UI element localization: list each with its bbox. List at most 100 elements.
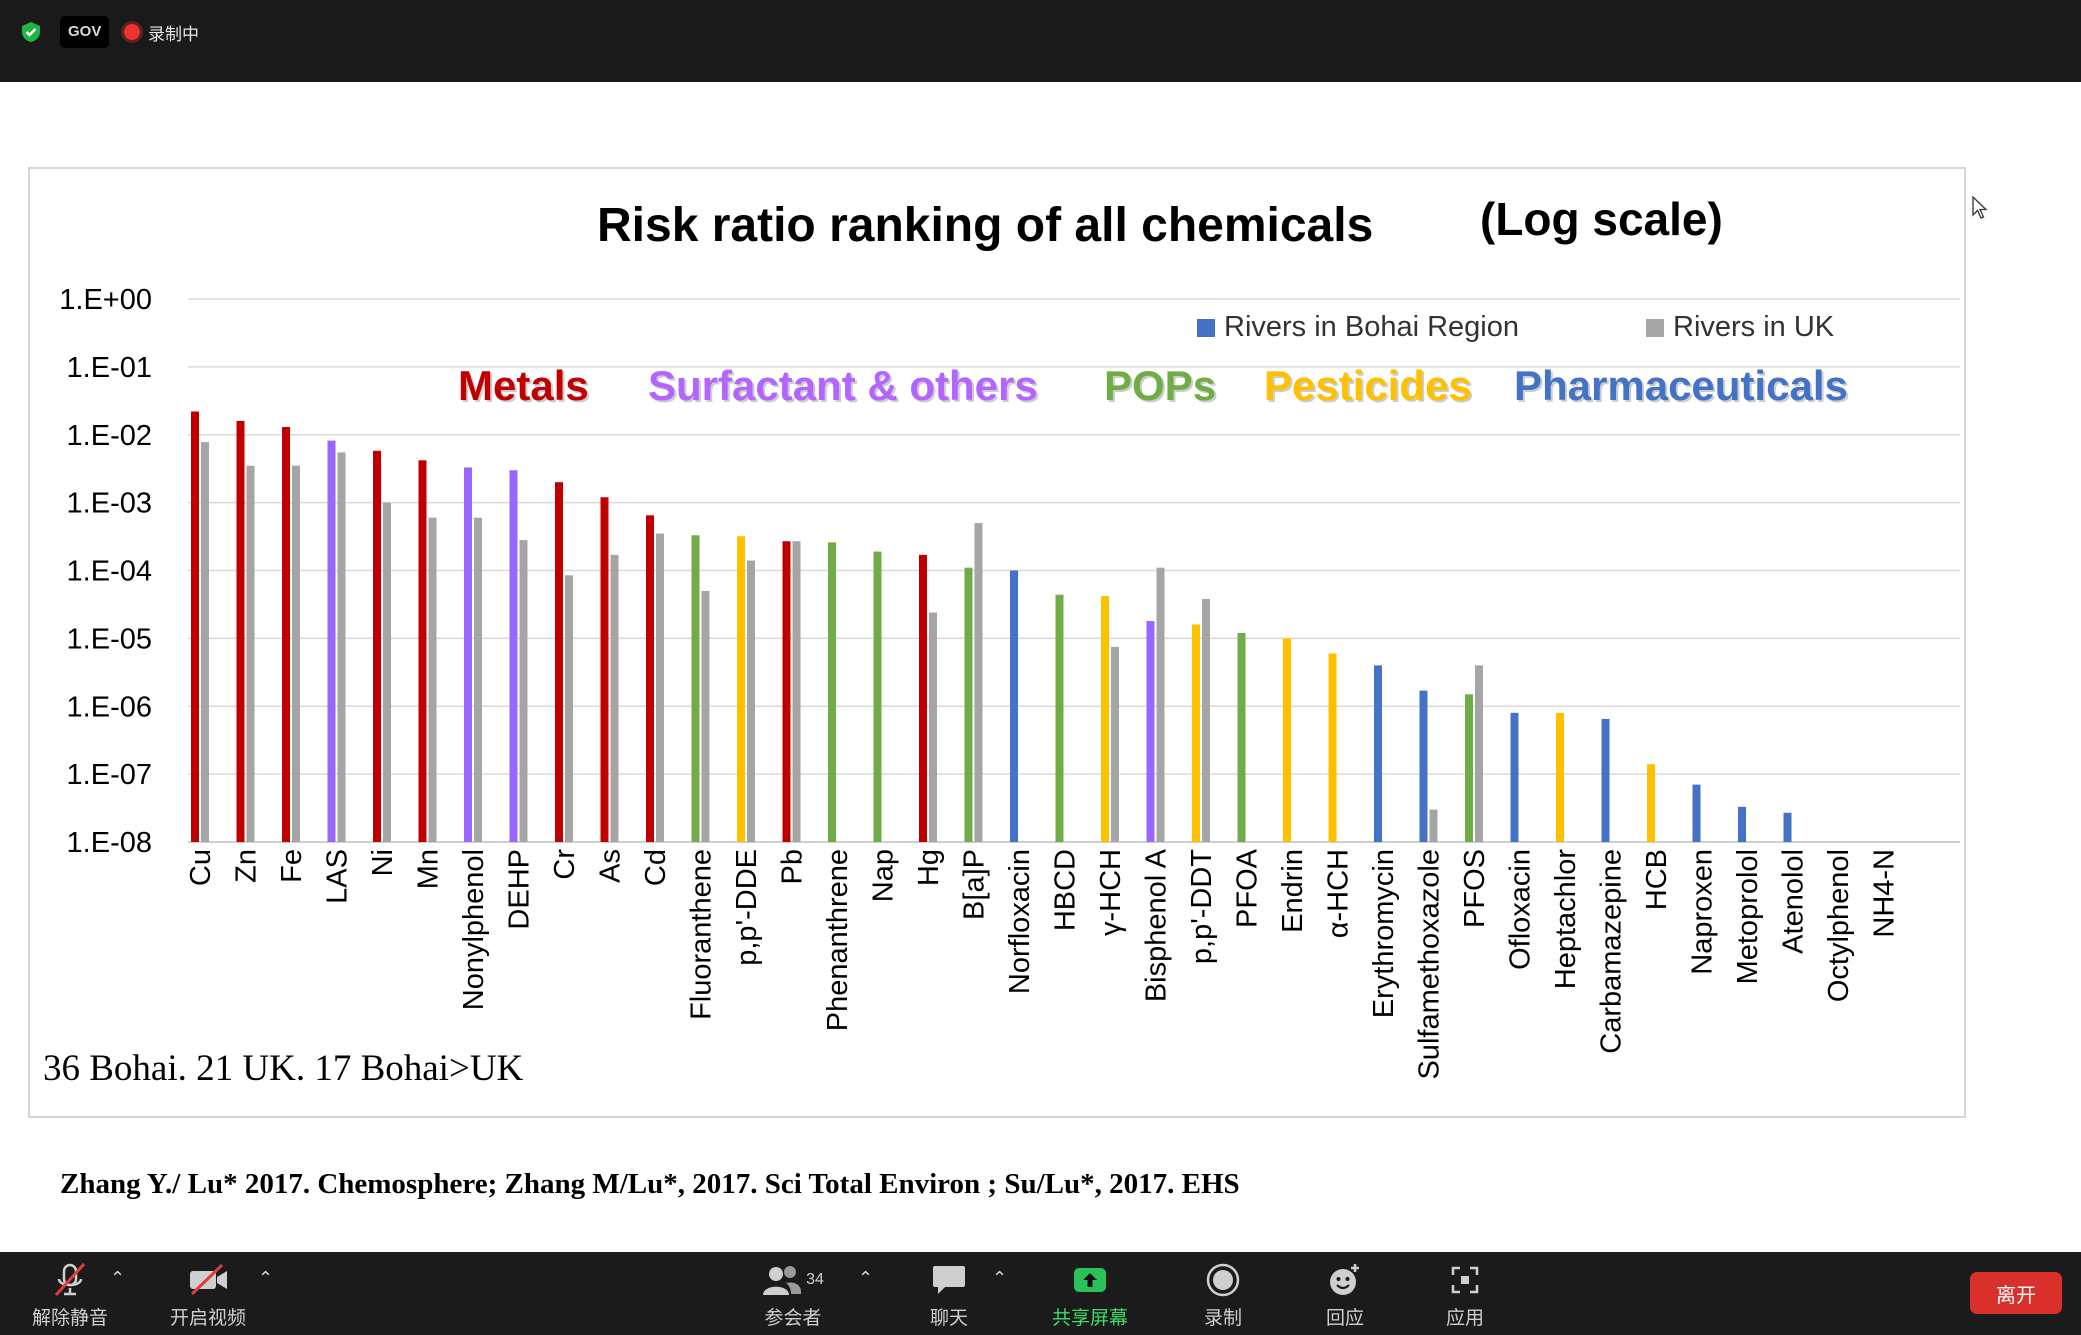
gov-badge[interactable]: GOV: [60, 16, 110, 48]
bar-bohai: [555, 482, 563, 842]
x-tick-label: Endrin: [1277, 849, 1309, 933]
x-tick-label: Phenanthrene: [822, 849, 854, 1031]
x-tick-label: γ-HCH: [1095, 849, 1127, 936]
x-tick-label: HCB: [1641, 849, 1673, 910]
x-tick-label: Naproxen: [1687, 849, 1719, 975]
x-tick-label: Nonylphenol: [458, 849, 490, 1010]
bar-bohai: [418, 460, 427, 842]
participants-button[interactable]: 34 参会者: [750, 1260, 836, 1330]
bar-bohai: [236, 420, 245, 842]
bar-bohai: [373, 450, 381, 842]
participants-icon: 34: [762, 1260, 824, 1300]
legend-swatch-uk: [1646, 319, 1664, 337]
y-tick-label: 1.E-06: [67, 691, 152, 723]
video-options-caret-icon[interactable]: ⌃: [258, 1268, 274, 1288]
x-tick-label: p,p'-DDT: [1186, 849, 1218, 964]
bar-uk: [383, 502, 391, 842]
x-tick-label: p,p'-DDE: [731, 849, 763, 966]
x-tick-label: Mn: [413, 849, 445, 889]
bar-bohai: [1283, 638, 1291, 842]
bar-uk: [1156, 567, 1165, 842]
bar-bohai: [737, 536, 745, 842]
bar-uk: [292, 465, 300, 842]
legend: Rivers in Bohai Region Rivers in UK: [1197, 311, 1835, 343]
bar-bohai: [191, 411, 199, 842]
category-heading: Surfactant & others: [648, 362, 1038, 409]
bar-uk: [1202, 599, 1210, 842]
y-tick-label: 1.E-07: [67, 759, 152, 791]
bar-uk: [565, 575, 573, 842]
bar-uk: [428, 517, 437, 842]
bar-bohai: [282, 427, 290, 842]
risk-ratio-chart: Risk ratio ranking of all chemicals (Log…: [43, 193, 1960, 1089]
reactions-button[interactable]: 回应: [1322, 1260, 1368, 1330]
x-axis-labels: Cu Zn Fe LAS Ni Mn Nonylphenol DEHP Cr As Cd Fluora…: [185, 848, 1901, 1079]
x-tick-label: Hg: [913, 849, 945, 886]
x-tick-label: Atenolol: [1778, 849, 1810, 954]
bar-uk: [747, 560, 755, 842]
bar-uk: [1111, 646, 1119, 842]
participants-options-caret-icon[interactable]: ⌃: [858, 1268, 874, 1288]
y-tick-label: 1.E+00: [59, 284, 152, 316]
share-screen-button[interactable]: 共享屏幕: [1048, 1260, 1132, 1330]
bar-bohai: [1601, 718, 1610, 842]
chart-note: 36 Bohai. 21 UK. 17 Bohai>UK: [43, 1048, 524, 1089]
bar-bohai: [1010, 570, 1018, 842]
x-tick-label: Cr: [549, 849, 581, 880]
bar-bohai: [1783, 812, 1792, 842]
x-tick-label: Erythromycin: [1368, 849, 1400, 1018]
bar-uk: [1475, 665, 1483, 842]
category-heading-shadow: Pesticides: [1266, 364, 1474, 411]
bar-bohai: [691, 535, 700, 842]
mouse-cursor-icon: [1972, 195, 1988, 225]
chart-title: Risk ratio ranking of all chemicals: [597, 199, 1373, 252]
chart-title-suffix: (Log scale): [1480, 193, 1723, 245]
apps-button[interactable]: 应用: [1442, 1260, 1488, 1330]
leave-button[interactable]: 离开: [1970, 1272, 2062, 1314]
shared-slide: Risk ratio ranking of all chemicals (Log…: [28, 167, 1966, 1118]
start-video-button[interactable]: 开启视频: [166, 1260, 250, 1330]
bar-uk: [656, 533, 664, 842]
y-axis-ticks: 1.E+00 1.E-01 1.E-02 1.E-03 1.E-04 1.E-05 1.E-…: [59, 284, 152, 859]
reactions-label: 回应: [1325, 1308, 1364, 1329]
apps-label: 应用: [1445, 1308, 1484, 1329]
category-heading: Pesticides: [1264, 362, 1472, 409]
bar-bohai: [1738, 806, 1746, 842]
bar-bohai: [919, 554, 927, 842]
apps-icon: [1449, 1260, 1481, 1300]
unmute-button[interactable]: 解除静音: [28, 1260, 112, 1330]
x-tick-label: B[a]P: [959, 849, 991, 920]
bar-uk: [337, 452, 346, 842]
participants-count: 34: [806, 1271, 824, 1288]
category-heading: POPs: [1104, 362, 1216, 409]
y-tick-label: 1.E-02: [67, 420, 152, 452]
shield-check-icon[interactable]: [14, 16, 48, 48]
record-button[interactable]: 录制: [1200, 1260, 1246, 1330]
chat-button[interactable]: 聊天: [924, 1260, 974, 1330]
bar-bohai: [1374, 665, 1382, 842]
recording-indicator[interactable]: 录制中: [124, 16, 199, 48]
x-tick-label: NH4-N: [1869, 849, 1901, 938]
x-tick-label: Pb: [777, 849, 809, 884]
share-screen-label: 共享屏幕: [1051, 1308, 1128, 1329]
video-off-icon: [186, 1260, 230, 1300]
x-tick-label: PFOA: [1232, 848, 1264, 928]
x-tick-label: Fe: [276, 849, 308, 883]
bar-bohai: [1237, 633, 1246, 842]
category-heading-shadow: POPs: [1106, 364, 1218, 411]
category-heading-shadow: Metals: [460, 364, 591, 411]
x-tick-label: Heptachlor: [1550, 849, 1582, 990]
bar-uk: [519, 540, 528, 842]
x-tick-label: Octylphenol: [1823, 849, 1855, 1002]
category-heading: Pharmaceuticals: [1514, 362, 1848, 409]
record-dot-icon: [124, 24, 140, 40]
bar-bohai: [1055, 594, 1064, 842]
x-tick-label: Ni: [367, 849, 399, 876]
x-tick-label: Cd: [640, 849, 672, 886]
y-tick-label: 1.E-03: [67, 488, 152, 520]
audio-options-caret-icon[interactable]: ⌃: [110, 1268, 126, 1288]
bar-bohai: [1146, 621, 1155, 842]
chat-options-caret-icon[interactable]: ⌃: [992, 1268, 1008, 1288]
y-tick-label: 1.E-08: [67, 827, 152, 859]
bar-uk: [1429, 809, 1438, 842]
